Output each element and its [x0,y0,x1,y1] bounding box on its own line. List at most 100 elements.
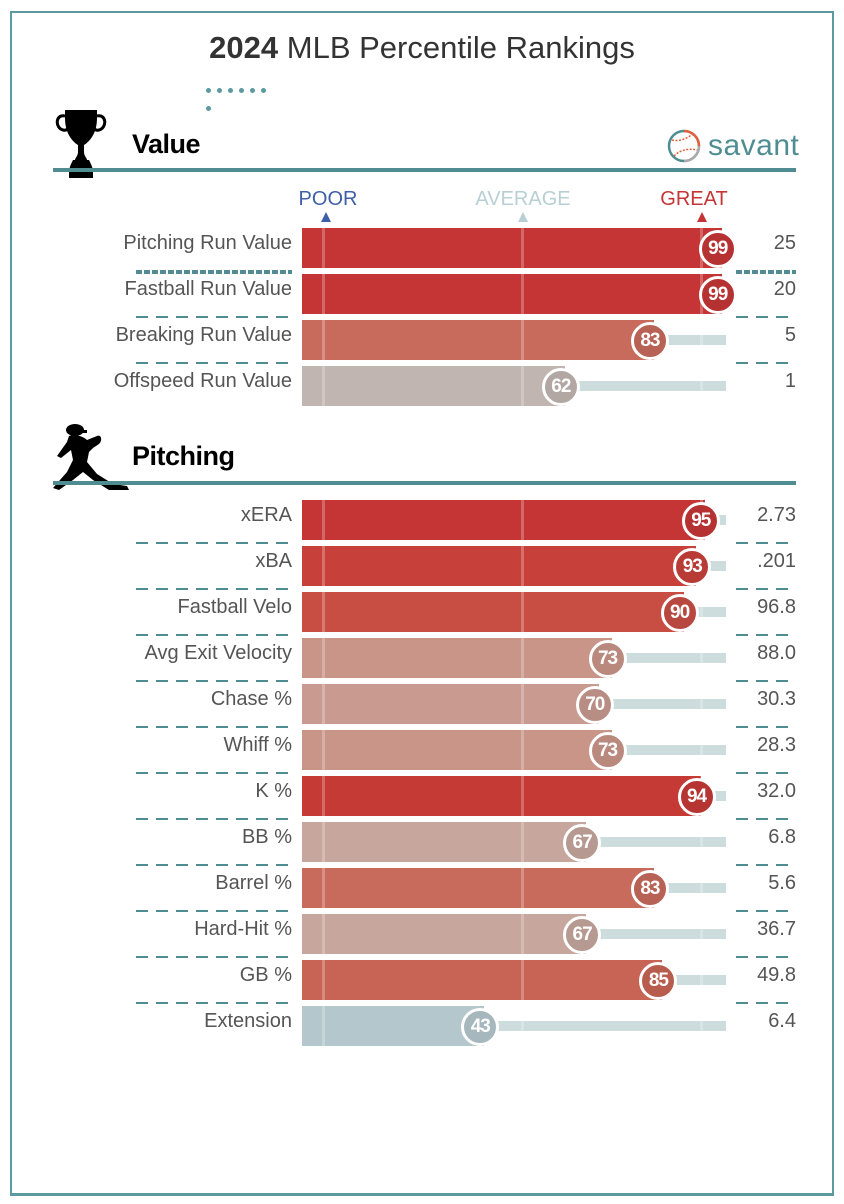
scale-gridline [322,822,326,862]
scale-gridline [521,1006,525,1046]
card-frame [10,11,834,1196]
percentile-badge: 94 [677,778,716,816]
row-separator [136,910,292,912]
metric-label: Hard-Hit % [194,918,292,940]
metric-row: Fastball Velo 90 96.8 [0,592,844,632]
percentile-bar [302,638,612,678]
metric-label: GB % [239,964,292,986]
scale-gridline [521,914,525,954]
percentile-bar [302,914,587,954]
scale-gridline [521,500,525,540]
percentile-bar [302,546,697,586]
row-separator [736,956,796,958]
percentile-bar [302,366,565,406]
percentile-track [302,1021,726,1031]
scale-gridline [699,960,703,1000]
metric-row: GB % 85 49.8 [0,960,844,1000]
percentile-bar [302,822,587,862]
metric-value: 88.0 [757,642,796,664]
percentile-badge: 93 [673,548,712,586]
metric-row: K % 94 32.0 [0,776,844,816]
metric-value: 96.8 [757,596,796,618]
metric-label: Whiff % [223,734,292,756]
metric-label: Fastball Velo [177,596,292,618]
scale-gridline [322,592,326,632]
scale-gridline [699,684,703,724]
metric-row: Barrel % 83 5.6 [0,868,844,908]
title-underline-dots [206,80,281,111]
percentile-badge: 70 [575,686,614,724]
row-separator [136,634,292,636]
percentile-bar [302,500,705,540]
metric-row: xERA 95 2.73 [0,500,844,540]
scale-gridline [521,546,525,586]
scale-gridline [699,868,703,908]
metric-value: 5.6 [768,872,796,894]
percentile-badge: 90 [660,594,699,632]
scale-gridline [699,730,703,770]
scale-gridline [521,592,525,632]
metric-value: 30.3 [757,688,796,710]
scale-label-average: AVERAGE [475,188,571,210]
metric-label: Barrel % [215,872,292,894]
scale-gridline [521,274,525,314]
metric-row: Pitching Run Value 99 25 [0,228,844,268]
metric-label: Breaking Run Value [115,324,292,346]
percentile-badge: 99 [698,276,737,314]
metric-label: Offspeed Run Value [113,370,292,392]
row-separator [136,542,292,544]
metric-label: Chase % [210,688,292,710]
row-separator [136,956,292,958]
metric-row: Fastball Run Value 99 20 [0,274,844,314]
row-separator [736,910,796,912]
percentile-bar [302,320,654,360]
percentile-bar [302,228,722,268]
row-separator [136,864,292,866]
percentile-badge: 43 [461,1008,500,1046]
scale-gridline [521,228,525,268]
percentile-bar [302,776,701,816]
row-separator [736,818,796,820]
percentile-badge: 67 [563,824,602,862]
row-separator [136,772,292,774]
savant-logo[interactable]: savant [666,128,799,164]
metric-row: Hard-Hit % 67 36.7 [0,914,844,954]
scale-gridline [521,684,525,724]
metric-value: 5 [784,324,796,346]
metric-value: 6.8 [768,826,796,848]
metric-row: Breaking Run Value 83 5 [0,320,844,360]
row-separator [736,270,796,274]
row-separator [736,680,796,682]
row-separator [136,362,292,364]
metric-value: 49.8 [757,964,796,986]
metric-value: 28.3 [757,734,796,756]
scale-gridline [322,730,326,770]
percentile-bar [302,684,599,724]
scale-gridline [322,320,326,360]
percentile-badge: 67 [563,916,602,954]
percentile-badge: 73 [588,732,627,770]
metric-label: xBA [255,550,292,572]
row-separator [736,772,796,774]
metric-value: 2.73 [757,504,796,526]
metric-label: BB % [241,826,292,848]
metric-label: Avg Exit Velocity [144,642,292,664]
section-divider-value [53,168,796,172]
row-separator [736,588,796,590]
scale-gridline [322,914,326,954]
metric-value: 25 [773,232,796,254]
metric-label: Extension [204,1010,292,1032]
scale-gridline [322,776,326,816]
savant-logo-text: savant [708,129,800,162]
pitcher-icon [53,424,129,490]
scale-gridline [521,638,525,678]
row-separator [136,1002,292,1004]
percentile-bar [302,868,654,908]
scale-label-poor: POOR [298,188,358,210]
scale-gridline [699,1006,703,1046]
metric-label: Fastball Run Value [124,278,293,300]
page-title: 2024 MLB Percentile Rankings [209,30,635,65]
great-marker-triangle [697,212,707,222]
percentile-bar [302,592,684,632]
scale-gridline [322,638,326,678]
